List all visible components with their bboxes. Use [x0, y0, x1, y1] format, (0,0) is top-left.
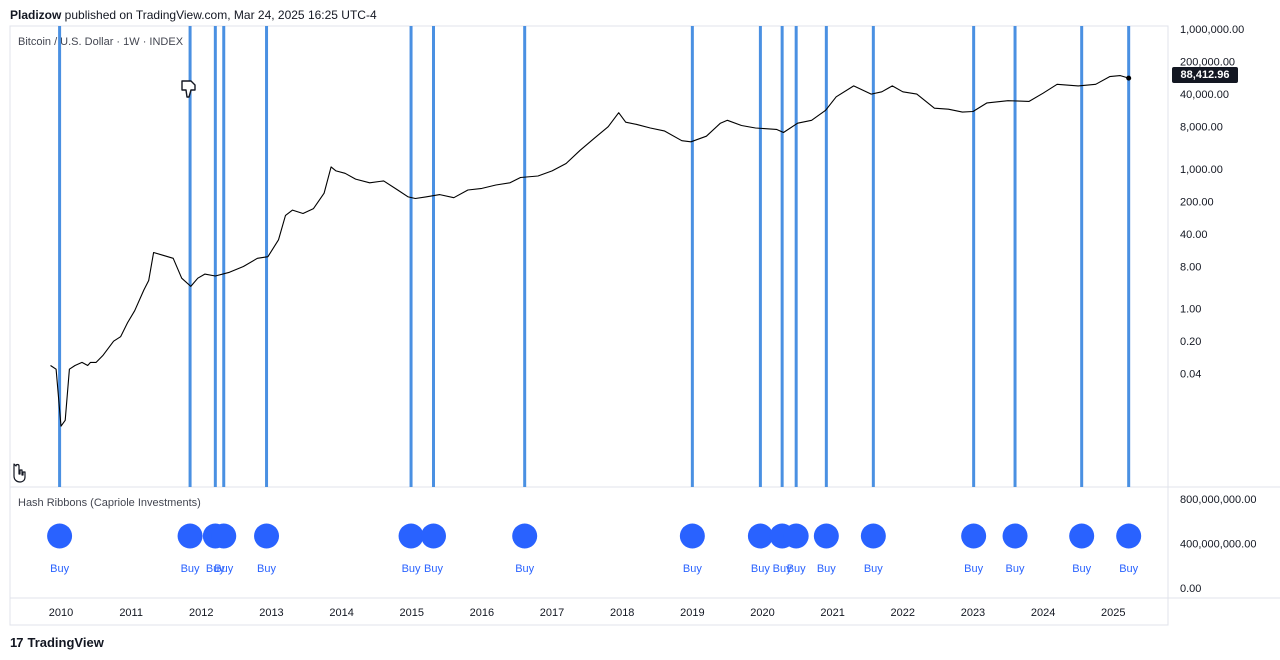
year-tick-label: 2023	[961, 607, 985, 619]
year-tick-label: 2019	[680, 607, 704, 619]
signal-dot	[747, 523, 773, 549]
signal-label: Buy	[773, 563, 792, 575]
signal-dot	[1116, 523, 1142, 549]
price-tick-label: 200,000.00	[1180, 57, 1235, 69]
signal-label: Buy	[787, 563, 806, 575]
signal-label: Buy	[817, 563, 836, 575]
price-tick-label: 40.00	[1180, 229, 1208, 241]
price-tick-label: 0.04	[1180, 369, 1201, 381]
signal-label: Buy	[181, 563, 200, 575]
price-axis[interactable]: 1,000,000.00 200,000.00 40,000.00 8,000.00 1…	[1180, 24, 1244, 381]
year-tick-label: 2024	[1031, 607, 1055, 619]
thumbs-down-icon[interactable]	[181, 80, 196, 98]
year-tick-label: 2016	[470, 607, 494, 619]
year-tick-label: 2020	[750, 607, 774, 619]
indicator-title: Hash Ribbons (Capriole Investments)	[18, 497, 201, 509]
last-price-badge: 88,412.96	[1172, 67, 1238, 83]
year-tick-label: 2017	[540, 607, 564, 619]
year-tick-label: 2021	[820, 607, 844, 619]
indicator-tick-label: 0.00	[1180, 583, 1201, 595]
signal-label: Buy	[751, 563, 770, 575]
signal-dot	[512, 523, 538, 549]
indicator-tick-label: 800,000,000.00	[1180, 494, 1256, 506]
year-tick-label: 2015	[400, 607, 424, 619]
signal-dot	[398, 523, 424, 549]
signal-dot	[254, 523, 280, 549]
indicator-tick-label: 400,000,000.00	[1180, 539, 1256, 551]
signal-dot	[211, 523, 237, 549]
signal-label: Buy	[50, 563, 69, 575]
tradingview-brand: TradingView	[27, 635, 104, 650]
signal-label: Buy	[402, 563, 421, 575]
chart-icons	[13, 80, 196, 483]
signal-label: Buy	[257, 563, 276, 575]
signal-label: Buy	[1006, 563, 1025, 575]
signal-dot	[961, 523, 987, 549]
chart-frame	[9, 25, 1280, 626]
year-tick-label: 2022	[891, 607, 915, 619]
year-tick-label: 2014	[329, 607, 353, 619]
signal-dot	[177, 523, 203, 549]
signal-dot	[860, 523, 886, 549]
year-tick-label: 2025	[1101, 607, 1125, 619]
signal-label: Buy	[683, 563, 702, 575]
signal-label: Buy	[206, 563, 225, 575]
signal-dot	[420, 523, 446, 549]
signal-dot	[1002, 523, 1028, 549]
price-series	[50, 75, 1132, 427]
time-axis[interactable]: 2010 2011 2012 2013 2014 2015 2016 2017 2018 2019…	[49, 607, 1126, 619]
price-tick-label: 8.00	[1180, 262, 1201, 274]
tradingview-footer[interactable]: 17 TradingView	[10, 635, 104, 650]
hand-pointer-icon[interactable]	[13, 463, 26, 483]
publish-header: Pladizow published on TradingView.com, M…	[10, 8, 377, 22]
signal-dot	[679, 523, 705, 549]
signal-dot	[813, 523, 839, 549]
last-price-point	[1126, 75, 1132, 81]
signal-label: Buy	[424, 563, 443, 575]
price-line	[50, 75, 1129, 427]
chart-svg[interactable]: 1,000,000.00 200,000.00 40,000.00 8,000.00 1…	[0, 0, 1280, 630]
publish-info: published on TradingView.com, Mar 24, 20…	[61, 8, 377, 22]
signal-label: Buy	[964, 563, 983, 575]
price-tick-label: 0.20	[1180, 336, 1201, 348]
signal-label: Buy	[1119, 563, 1138, 575]
signal-label: Buy	[214, 563, 233, 575]
price-tick-label: 200.00	[1180, 196, 1214, 208]
price-tick-label: 1,000.00	[1180, 164, 1223, 176]
year-tick-label: 2010	[49, 607, 73, 619]
price-tick-label: 8,000.00	[1180, 122, 1223, 134]
tradingview-logo-icon: 17	[10, 635, 24, 650]
year-tick-label: 2012	[189, 607, 213, 619]
year-tick-label: 2013	[259, 607, 283, 619]
signal-label: Buy	[864, 563, 883, 575]
author-name[interactable]: Pladizow	[10, 8, 62, 22]
year-tick-label: 2011	[119, 607, 143, 619]
signal-dot	[1069, 523, 1095, 549]
price-tick-label: 1.00	[1180, 304, 1201, 316]
signal-label: Buy	[515, 563, 534, 575]
price-tick-label: 1,000,000.00	[1180, 24, 1244, 36]
signal-dot	[783, 523, 809, 549]
signal-lines	[58, 26, 1131, 487]
signal-dot	[47, 523, 73, 549]
year-tick-label: 2018	[610, 607, 634, 619]
signal-label: Buy	[1072, 563, 1091, 575]
price-tick-label: 40,000.00	[1180, 89, 1229, 101]
